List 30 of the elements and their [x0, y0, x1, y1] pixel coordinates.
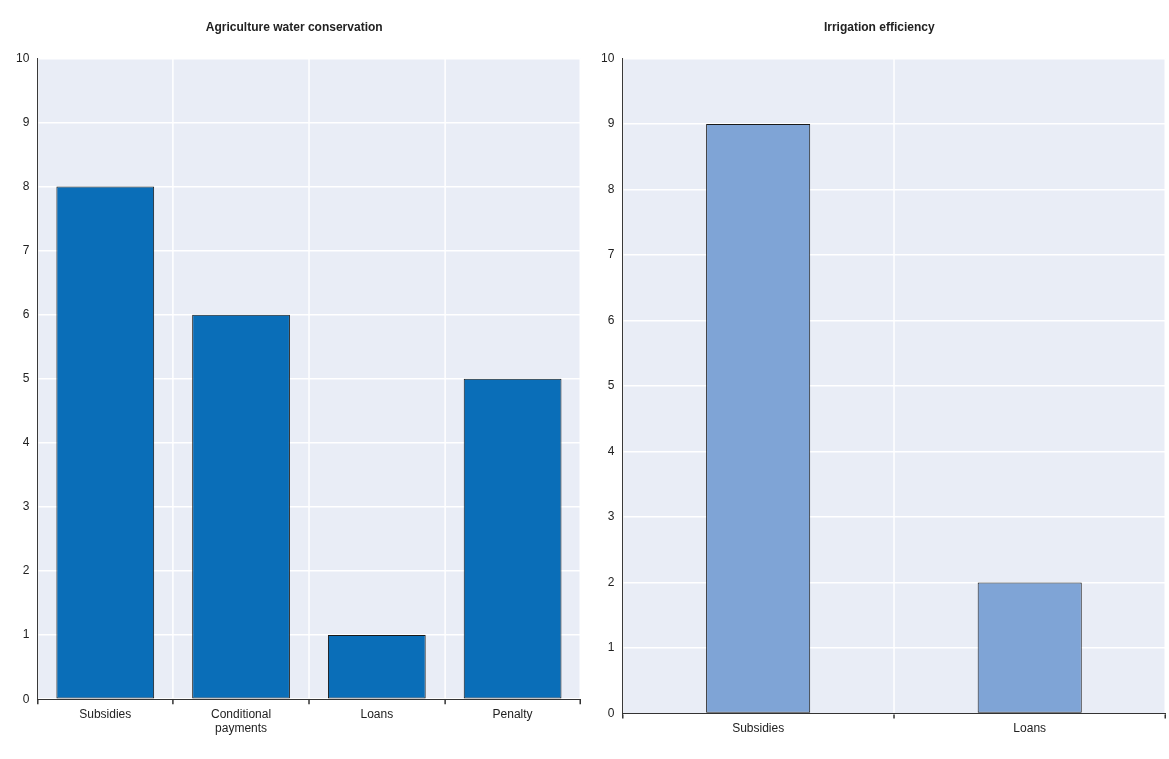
y-tick-label: 1	[22, 627, 30, 642]
y-tick-label: 8	[607, 181, 615, 196]
y-tick-label: 7	[607, 247, 615, 262]
y-tick-label: 8	[22, 178, 30, 193]
y-tick-label: 5	[22, 371, 30, 386]
y-tick-label: 9	[607, 116, 615, 131]
y-tick-label: 3	[22, 499, 30, 514]
y-tick-label: 2	[607, 574, 615, 589]
y-tick-label: 6	[607, 312, 615, 327]
chart-title: Irrigation efficiency	[823, 19, 935, 34]
y-tick-label: 9	[22, 114, 30, 129]
y-tick-label: 7	[22, 242, 30, 257]
y-tick-label: 6	[22, 307, 30, 322]
y-tick-label: 10	[600, 50, 615, 65]
y-tick-label: 4	[22, 435, 30, 450]
y-tick-label: 4	[607, 443, 615, 458]
y-tick-label: 2	[22, 563, 30, 578]
x-tick-label: Loans	[360, 706, 394, 721]
x-tick-label: Subsidies	[731, 721, 784, 736]
x-tick-label: Subsidies	[79, 706, 132, 721]
y-tick-label: 1	[607, 640, 615, 655]
y-tick-label: 3	[607, 509, 615, 524]
x-tick-label: Loans	[1012, 721, 1046, 736]
y-tick-label: 5	[607, 378, 615, 393]
chart-title: Agriculture water conservation	[205, 19, 383, 34]
x-tick-label: Conditional payments	[211, 706, 272, 736]
y-tick-label: 0	[22, 691, 30, 706]
y-tick-label: 10	[16, 50, 30, 65]
x-tick-label: Penalty	[492, 706, 533, 721]
y-tick-label: 0	[607, 705, 615, 720]
